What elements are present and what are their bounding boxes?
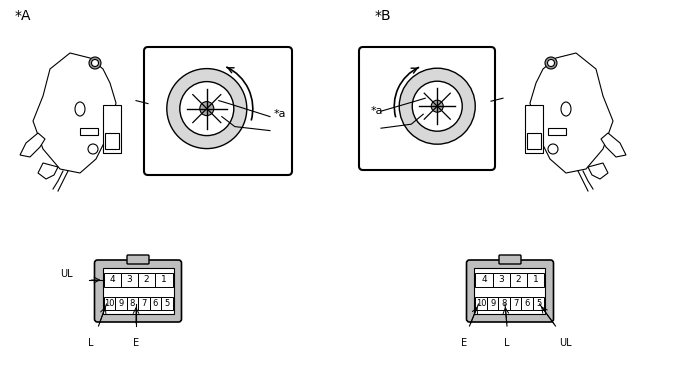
Bar [104,297,115,310]
Bar [475,268,545,314]
Circle shape [89,57,101,69]
Bar [527,273,545,287]
Bar [138,273,155,287]
FancyBboxPatch shape [127,255,149,264]
Polygon shape [38,163,58,179]
Text: *B: *B [375,9,392,23]
Bar [149,297,161,310]
Bar [126,297,138,310]
Bar [155,273,173,287]
Bar [533,297,545,310]
Text: UL: UL [559,338,572,348]
Bar [487,297,498,310]
Circle shape [167,69,247,149]
Bar [522,297,533,310]
Text: 9: 9 [490,299,495,308]
Polygon shape [588,163,608,179]
Circle shape [200,101,214,115]
Circle shape [545,57,557,69]
Polygon shape [530,53,613,173]
Circle shape [431,100,443,112]
Bar [527,133,541,149]
Bar [493,273,510,287]
Text: *a: *a [274,108,287,118]
Text: 8: 8 [502,299,507,308]
Bar [103,105,121,153]
Bar [498,297,510,310]
Ellipse shape [561,102,571,116]
Text: *a: *a [371,106,384,116]
Bar [475,273,493,287]
FancyBboxPatch shape [359,47,495,170]
Text: E: E [462,338,468,348]
Polygon shape [20,133,45,157]
Text: 3: 3 [126,276,132,284]
Circle shape [91,59,99,66]
Text: *A: *A [15,9,32,23]
Bar [525,105,543,153]
Bar [548,128,566,135]
Circle shape [180,82,234,135]
Text: 6: 6 [524,299,530,308]
Bar [105,133,119,149]
Text: 4: 4 [482,276,487,284]
Bar [115,297,126,310]
Bar [475,297,487,310]
Polygon shape [33,53,116,173]
Text: 8: 8 [130,299,135,308]
Text: 7: 7 [513,299,518,308]
FancyBboxPatch shape [466,260,553,322]
Text: 5: 5 [164,299,169,308]
Text: 4: 4 [109,276,115,284]
Text: 6: 6 [153,299,158,308]
Bar [80,128,98,135]
Text: 7: 7 [141,299,146,308]
Text: 2: 2 [144,276,149,284]
Circle shape [547,59,554,66]
Text: 1: 1 [533,276,539,284]
Circle shape [413,81,462,131]
Circle shape [399,68,475,144]
Bar [510,273,527,287]
Bar [121,273,138,287]
Text: 9: 9 [118,299,124,308]
Text: 2: 2 [515,276,522,284]
Text: 5: 5 [536,299,541,308]
Text: E: E [133,338,139,348]
FancyBboxPatch shape [499,255,521,264]
Bar [510,297,522,310]
Text: 10: 10 [476,299,486,308]
Polygon shape [601,133,626,157]
Text: UL: UL [60,269,73,279]
Bar [104,273,121,287]
Bar [138,297,149,310]
Circle shape [88,144,98,154]
Text: 10: 10 [104,299,115,308]
Bar [161,297,173,310]
Circle shape [548,144,558,154]
FancyBboxPatch shape [144,47,292,175]
Ellipse shape [75,102,85,116]
FancyBboxPatch shape [95,260,182,322]
Text: 3: 3 [498,276,504,284]
Text: 1: 1 [161,276,167,284]
Text: L: L [88,338,93,348]
Text: L: L [504,338,510,348]
Bar [102,268,173,314]
